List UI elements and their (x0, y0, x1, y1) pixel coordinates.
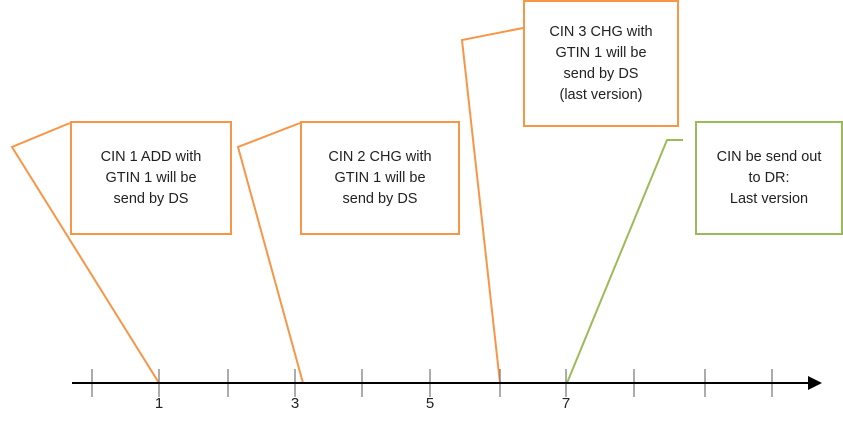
callout-cin1-add: CIN 1 ADD with GTIN 1 will be send by DS (70, 121, 232, 235)
callout-cin3-chg: CIN 3 CHG with GTIN 1 will be send by DS… (523, 0, 679, 127)
tick-label-3: 3 (290, 395, 300, 412)
callout-cin2-chg: CIN 2 CHG with GTIN 1 will be send by DS (300, 121, 460, 235)
callout-text-line: to DR: (748, 169, 790, 186)
callout-text-line: CIN be send out (716, 148, 822, 165)
callout-leaders (10, 27, 683, 384)
callout-text-line: CIN 2 CHG with (328, 148, 432, 165)
leader-line-cin3-chg (460, 27, 524, 384)
tick-label-5: 5 (425, 395, 435, 412)
tick-label-1: 1 (154, 395, 164, 412)
callout-text-line: send by DS (113, 190, 189, 207)
callout-text-line: CIN 1 ADD with (100, 148, 202, 165)
leader-line-cin1-add (10, 122, 160, 384)
callout-text-line: GTIN 1 will be (105, 169, 197, 186)
callout-text-line: GTIN 1 will be (334, 169, 426, 186)
leader-line-cin-send-out (566, 139, 683, 384)
callout-text-line: (last version) (559, 86, 643, 103)
callout-text-line: CIN 3 CHG with (549, 23, 653, 40)
callout-text-line: Last version (729, 190, 809, 207)
callout-text-line: send by DS (342, 190, 418, 207)
tick-label-7: 7 (561, 395, 571, 412)
leader-line-cin2-chg (236, 122, 304, 384)
callout-cin-send-out: CIN be send out to DR: Last version (695, 121, 843, 235)
timeline-arrowhead (808, 376, 822, 390)
callout-text-line: GTIN 1 will be (555, 44, 647, 61)
callout-text-line: send by DS (563, 65, 639, 82)
